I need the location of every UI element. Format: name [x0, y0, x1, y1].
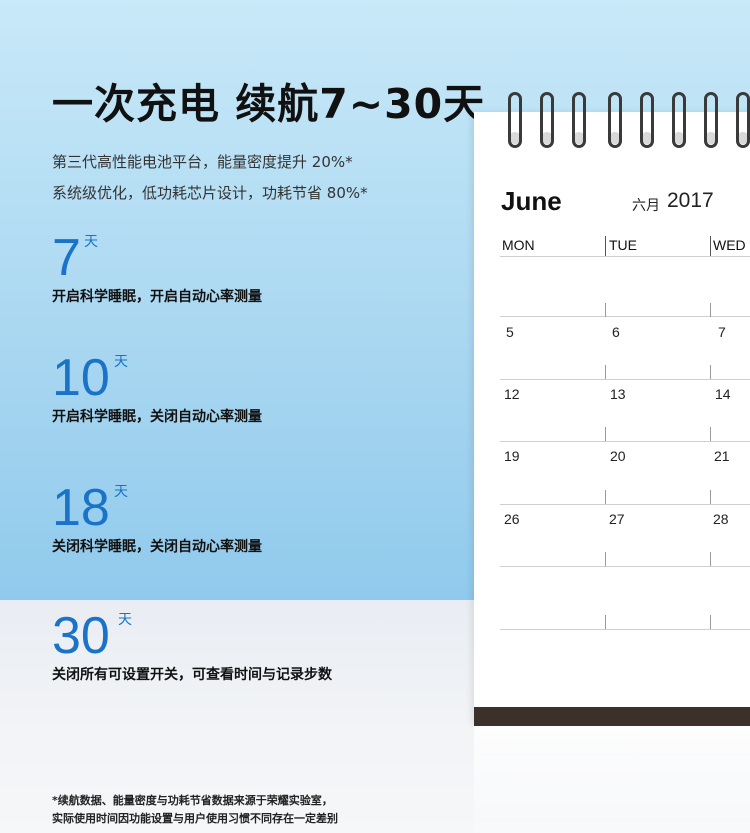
weekday-wed: WED — [713, 237, 746, 253]
mode-days-unit: 天 — [118, 611, 132, 627]
mode-description: 关闭科学睡眠，关闭自动心率测量 — [52, 539, 262, 555]
calendar-row-line — [500, 379, 750, 380]
footnote-line-2: 实际使用时间因功能设置与用户使用习惯不同存在一定差别 — [52, 812, 338, 825]
spiral-ring-icon — [637, 92, 659, 150]
weekday-mon: MON — [502, 237, 535, 253]
calendar-day: 28 — [713, 511, 729, 527]
mode-description: 开启科学睡眠，关闭自动心率测量 — [52, 409, 262, 425]
mode-days-unit: 天 — [114, 353, 128, 369]
weekday-divider — [605, 236, 606, 256]
calendar-col-tick — [605, 552, 606, 566]
desk-calendar — [474, 112, 750, 724]
weekday-tue: TUE — [609, 237, 637, 253]
calendar-row-line — [500, 316, 750, 317]
calendar-row-line — [500, 256, 750, 257]
footnote-line-1: *续航数据、能量密度与功耗节省数据来源于荣耀实验室， — [52, 794, 333, 807]
calendar-col-tick — [605, 615, 606, 629]
spiral-ring-icon — [701, 92, 723, 150]
spiral-ring-icon — [569, 92, 591, 150]
calendar-base — [474, 707, 750, 726]
calendar-month: June — [501, 186, 562, 216]
calendar-day: 14 — [715, 386, 731, 402]
spiral-ring-icon — [505, 92, 527, 150]
calendar-col-tick — [710, 490, 711, 504]
spiral-ring-icon — [605, 92, 627, 150]
calendar-spiral-binding — [505, 92, 750, 152]
calendar-row-line — [500, 441, 750, 442]
calendar-day: 7 — [718, 324, 726, 340]
mode-description: 关闭所有可设置开关，可查看时间与记录步数 — [52, 667, 332, 683]
calendar-day: 13 — [610, 386, 626, 402]
spiral-ring-icon — [669, 92, 691, 150]
calendar-row-line — [500, 629, 750, 630]
calendar-col-tick — [710, 615, 711, 629]
subtitle-line-1: 第三代高性能电池平台，能量密度提升 20%* — [52, 153, 353, 171]
calendar-col-tick — [605, 490, 606, 504]
subtitle-line-2: 系统级优化，低功耗芯片设计，功耗节省 80%* — [52, 184, 368, 202]
calendar-day: 26 — [504, 511, 520, 527]
calendar-day: 21 — [714, 448, 730, 464]
calendar-col-tick — [605, 365, 606, 379]
spiral-ring-icon — [537, 92, 559, 150]
mode-days-unit: 天 — [84, 233, 98, 249]
calendar-col-tick — [710, 365, 711, 379]
calendar-col-tick — [710, 303, 711, 317]
calendar-reflection — [474, 726, 750, 833]
mode-days-unit: 天 — [114, 483, 128, 499]
mode-30-days: 30 天 关闭所有可设置开关，可查看时间与记录步数 — [52, 610, 332, 684]
calendar-year: 2017 — [667, 189, 714, 212]
calendar-day: 27 — [609, 511, 625, 527]
calendar-col-tick — [710, 552, 711, 566]
calendar-day: 5 — [506, 324, 514, 340]
calendar-col-tick — [605, 303, 606, 317]
mode-days-number: 10 天 — [52, 349, 128, 407]
calendar-day: 19 — [504, 448, 520, 464]
calendar-month-cn: 六月 — [632, 198, 660, 214]
calendar-row-line — [500, 566, 750, 567]
headline: 一次充电 续航7~30天 — [52, 80, 486, 128]
calendar-day: 20 — [610, 448, 626, 464]
calendar-row-line — [500, 504, 750, 505]
mode-description: 开启科学睡眠，开启自动心率测量 — [52, 289, 262, 305]
weekday-divider — [710, 236, 711, 256]
mode-10-days: 10 天 开启科学睡眠，关闭自动心率测量 — [52, 352, 262, 426]
calendar-day: 6 — [612, 324, 620, 340]
mode-days-number: 18 天 — [52, 479, 128, 537]
mode-days-number: 30 天 — [52, 607, 132, 665]
mode-18-days: 18 天 关闭科学睡眠，关闭自动心率测量 — [52, 482, 262, 556]
calendar-col-tick — [710, 427, 711, 441]
spiral-ring-icon — [733, 92, 750, 150]
calendar-col-tick — [605, 427, 606, 441]
calendar-day: 12 — [504, 386, 520, 402]
